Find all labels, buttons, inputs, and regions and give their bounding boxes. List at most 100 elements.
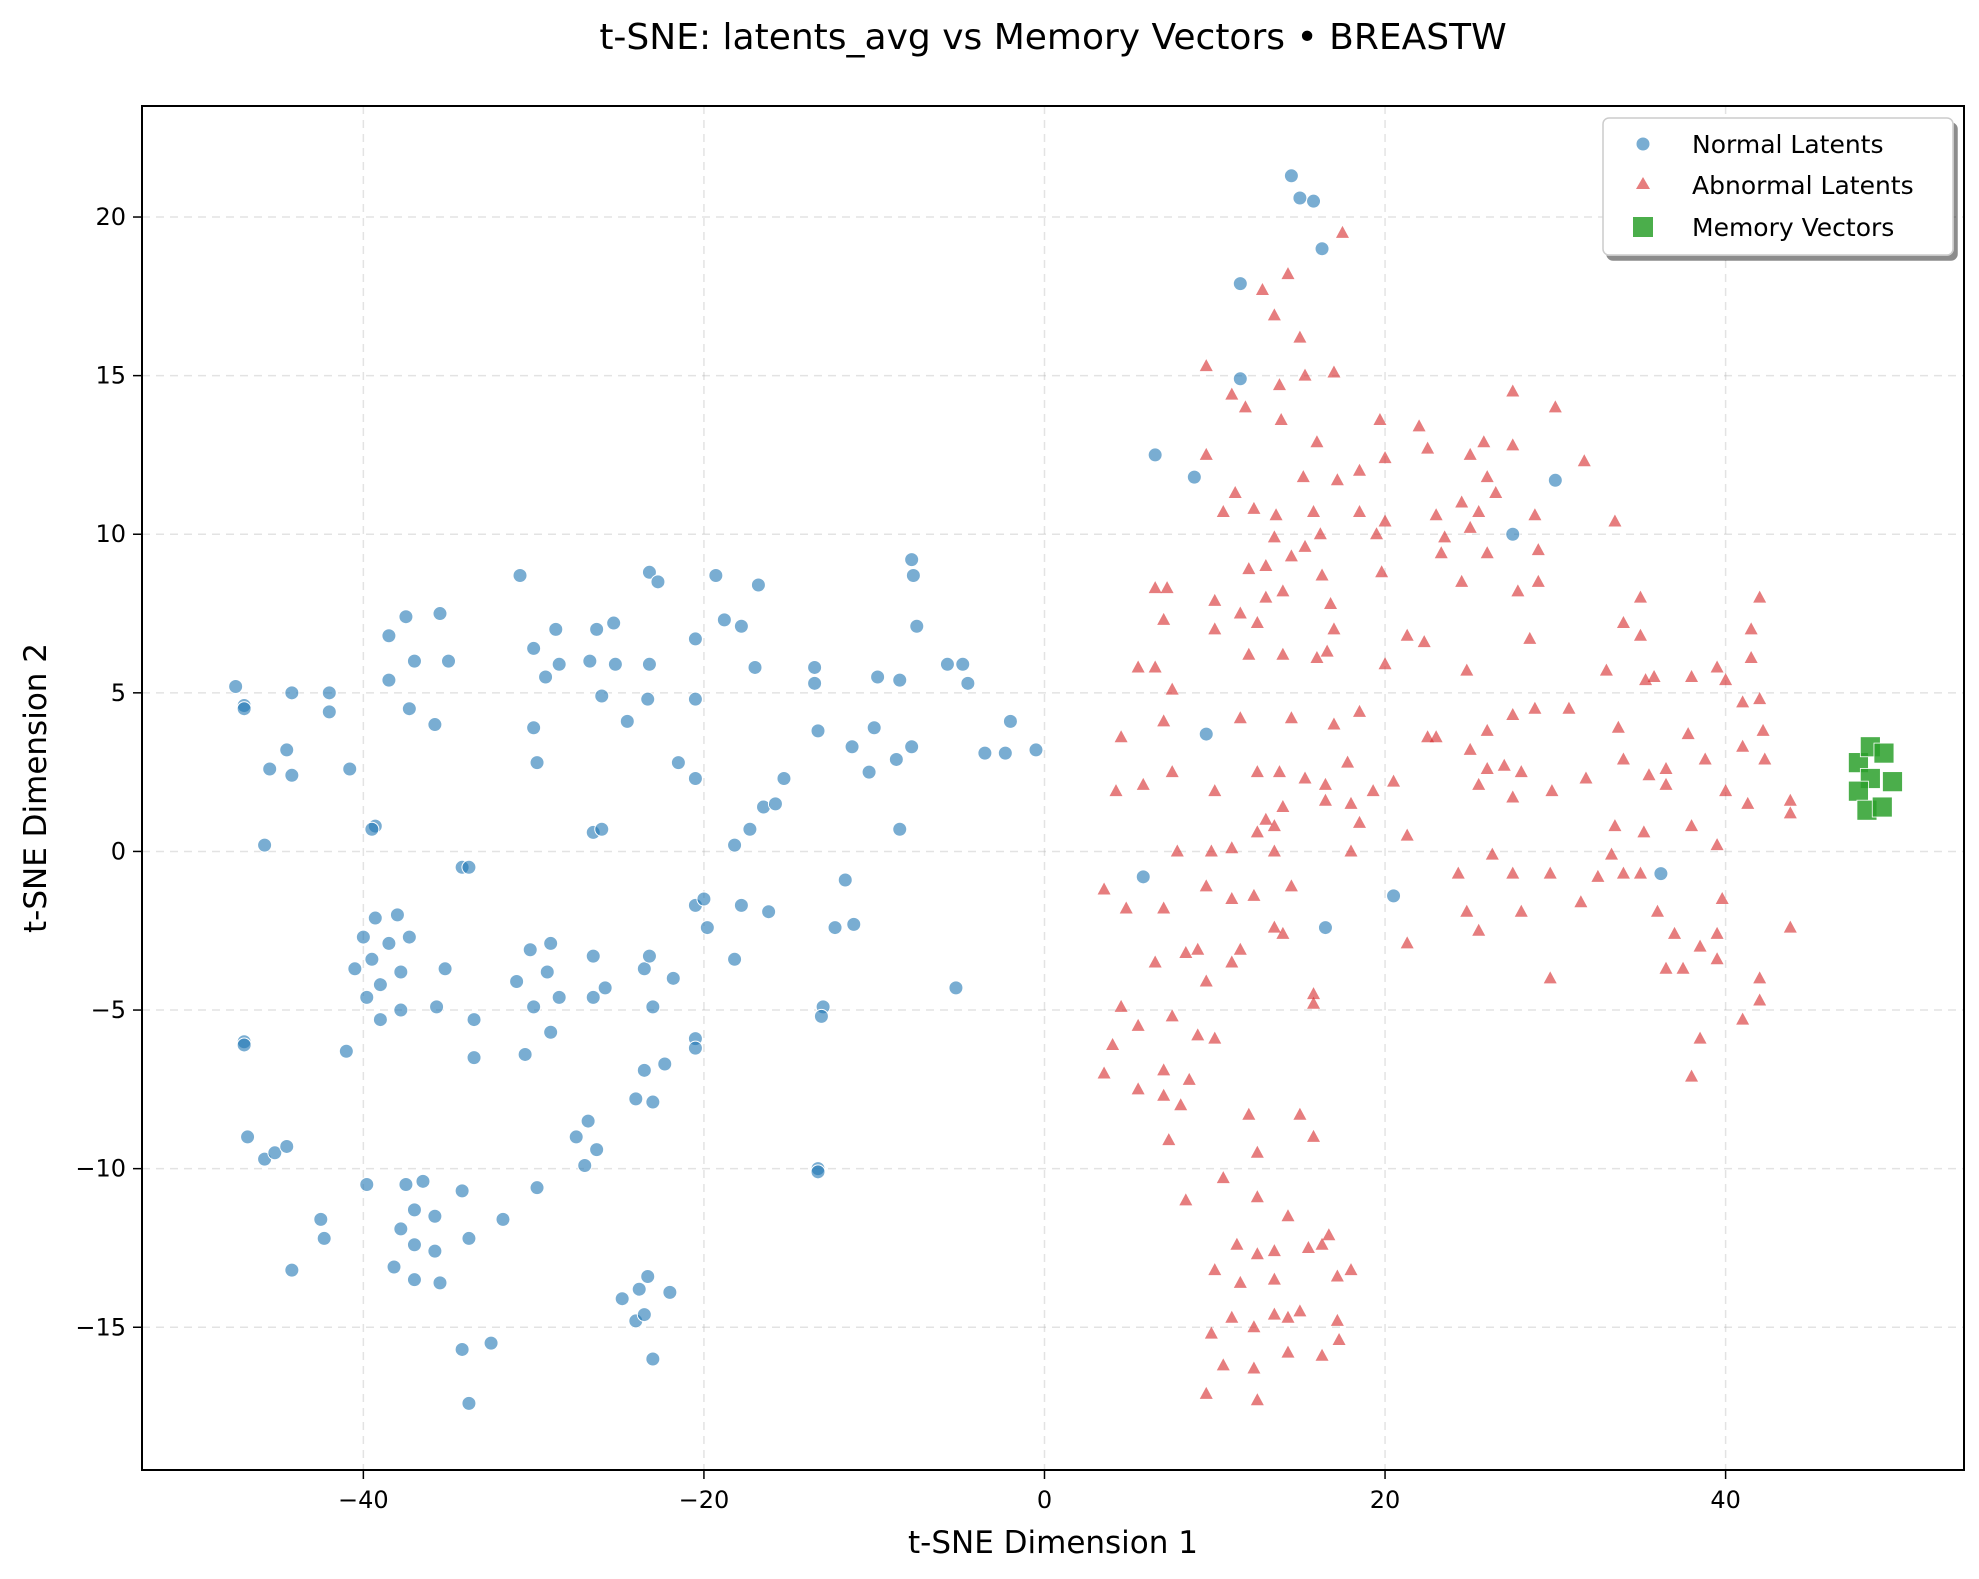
normal-latent-point [870,669,886,685]
abnormal-latent-point [1281,1209,1295,1222]
abnormal-latent-point [1531,574,1545,587]
abnormal-latent-point [1744,622,1758,635]
y-tick-label: 20 [95,203,126,231]
abnormal-latent-point [1247,1361,1261,1374]
abnormal-latent-point [1633,590,1647,603]
normal-latent-point [844,739,860,755]
normal-latent-point [406,1202,422,1218]
normal-latent-point [526,999,542,1015]
abnormal-latent-point [1267,920,1281,933]
abnormal-latent-point [1616,616,1630,629]
abnormal-latent-point [1267,1307,1281,1320]
normal-latent-point [389,907,405,923]
abnormal-latent-point [1783,920,1797,933]
normal-latent-point [461,1230,477,1246]
abnormal-latent-point [1293,330,1307,343]
legend-label-abnormal: Abnormal Latents [1692,171,1914,200]
normal-latent-point [406,1272,422,1288]
abnormal-latent-point [1545,784,1559,797]
abnormal-latent-point [1514,904,1528,917]
abnormal-latent-point [1676,961,1690,974]
abnormal-latent-point [1242,647,1256,660]
normal-latent-point [284,767,300,783]
normal-latent-point [747,659,763,675]
abnormal-latent-point [1370,527,1384,540]
normal-latent-point [807,659,823,675]
abnormal-latent-point [1114,999,1128,1012]
abnormal-latent-point [1783,793,1797,806]
abnormal-latent-point [1191,1028,1205,1041]
abnormal-latent-point [1296,470,1310,483]
normal-latent-point [607,656,623,672]
normal-latent-point [454,1183,470,1199]
normal-latent-point [892,821,908,837]
abnormal-latent-point [1753,993,1767,1006]
abnormal-latent-point [1599,663,1613,676]
abnormal-latent-point [1307,1129,1321,1142]
x-tick-label: 0 [1037,1486,1052,1514]
normal-latent-point [522,942,538,958]
y-tick-label: 0 [111,837,126,865]
abnormal-latent-point [1506,866,1520,879]
abnormal-latent-point [1463,742,1477,755]
normal-latent-point [548,621,564,637]
abnormal-latent-point [1315,568,1329,581]
abnormal-latent-point [1353,463,1367,476]
normal-latent-point [466,1012,482,1028]
normal-latent-point [997,745,1013,761]
normal-latent-point [381,628,397,644]
normal-latent-point [657,1056,673,1072]
normal-latent-point [279,742,295,758]
abnormal-latent-point [1511,584,1525,597]
normal-latent-point [398,1177,414,1193]
normal-latent-point [733,618,749,634]
normal-latent-point [619,713,635,729]
normal-latent-point [1028,742,1044,758]
memory-vector-point [1871,796,1893,818]
abnormal-latent-point [1284,879,1298,892]
abnormal-latent-point [1276,800,1290,813]
legend-entry-normal: Normal Latents [1635,130,1884,159]
memory-vector-point [1848,780,1869,802]
abnormal-latent-point [1216,505,1230,518]
legend-marker-normal [1635,136,1651,152]
normal-latent-point [813,1008,829,1024]
normal-latent-point [727,837,743,853]
normal-latent-point [1198,726,1214,742]
abnormal-latent-point [1719,673,1733,686]
abnormal-latent-point [1131,660,1145,673]
abnormal-latent-point [1298,771,1312,784]
abnormal-latent-point [1548,400,1562,413]
normal-latent-point [461,859,477,875]
normal-latent-point [696,891,712,907]
normal-latent-point [454,1341,470,1357]
normal-latent-point [888,751,904,767]
abnormal-latent-point [1250,1247,1264,1260]
normal-latent-point [1386,888,1402,904]
abnormal-latent-point [1204,844,1218,857]
normal-latent-point [321,704,337,720]
normal-latent-point [708,567,724,583]
normal-latent-point [228,678,244,694]
normal-latent-point [401,701,417,717]
normal-latent-point [236,1037,252,1053]
abnormal-latent-point [1373,413,1387,426]
x-tick-label: −40 [338,1486,389,1514]
abnormal-latent-point [1136,777,1150,790]
memory-vector-point [1848,752,1869,774]
abnormal-latent-point [1165,1009,1179,1022]
abnormal-latent-point [1330,473,1344,486]
normal-latent-point [846,916,862,932]
abnormal-latent-point [1097,882,1111,895]
normal-latent-point [589,1142,605,1158]
abnormal-latent-point [1179,945,1193,958]
abnormal-latent-point [1668,926,1682,939]
normal-latent-point [594,688,610,704]
normal-latent-point [495,1211,511,1227]
normal-latent-point [551,989,567,1005]
normal-latent-point [904,739,920,755]
y-tick-label: 5 [111,679,126,707]
normal-latent-point [641,564,657,580]
abnormal-latent-point [1267,308,1281,321]
